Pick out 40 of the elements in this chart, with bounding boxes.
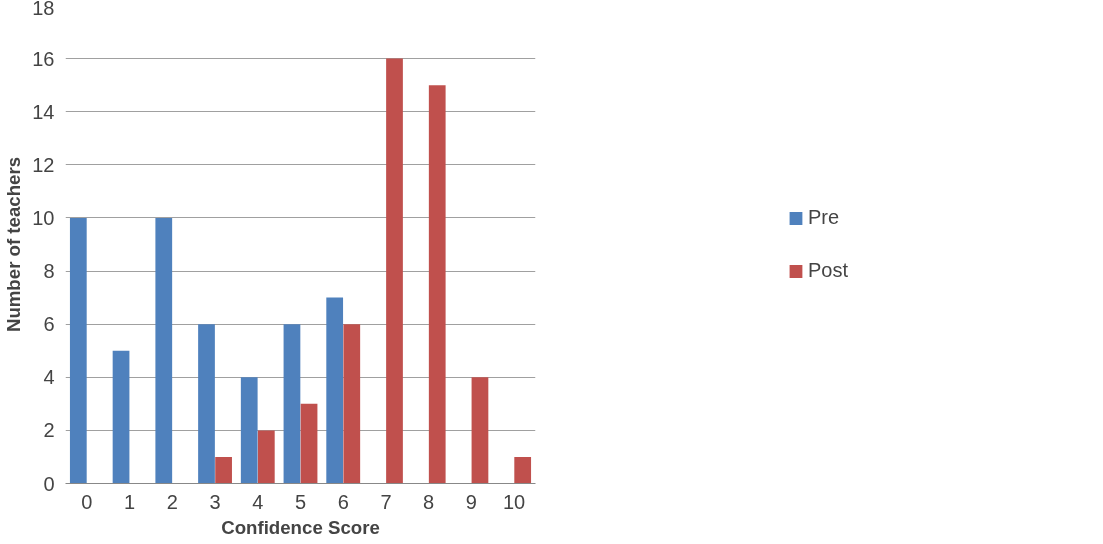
y-tick-label: 10 [32,206,55,229]
bar [155,217,173,484]
bar [343,324,361,484]
y-tick-label: 6 [43,313,55,336]
x-tick-label: 3 [209,490,221,513]
x-tick-label: 2 [166,490,178,513]
bar [514,456,532,484]
bar [215,456,232,484]
x-tick-label: 10 [503,490,526,513]
bar [428,85,446,484]
x-tick-label: 5 [294,490,307,513]
bar [283,324,301,484]
bar [198,324,215,484]
x-tick-label: 7 [380,490,392,513]
bar [300,403,318,484]
bar [240,377,258,484]
bar [471,377,489,484]
bar [326,297,344,484]
y-tick-label: 16 [32,47,55,70]
y-tick-label: 4 [43,366,55,389]
y-tick-label: 8 [43,260,55,283]
x-tick-label: 6 [337,490,349,513]
y-tick-label: 2 [43,419,55,442]
y-tick-label: 14 [32,100,55,123]
x-tick-label: 8 [423,490,435,513]
y-tick-label: 12 [32,153,55,176]
y-tick-label: 18 [32,0,55,19]
x-tick-label: 1 [124,490,136,513]
bar [257,430,275,484]
bar [386,58,403,484]
y-tick-label: 0 [43,472,55,495]
x-tick-label: 4 [252,490,264,513]
y-axis-title: Number of teachers [3,156,25,333]
bar [69,217,87,484]
legend-label: Post [807,259,849,282]
x-tick-label: 9 [465,490,477,513]
x-tick-label: 0 [81,490,93,513]
x-axis-title: Confidence Score [221,516,380,538]
bar [112,350,130,484]
legend-label: Pre [807,206,840,229]
